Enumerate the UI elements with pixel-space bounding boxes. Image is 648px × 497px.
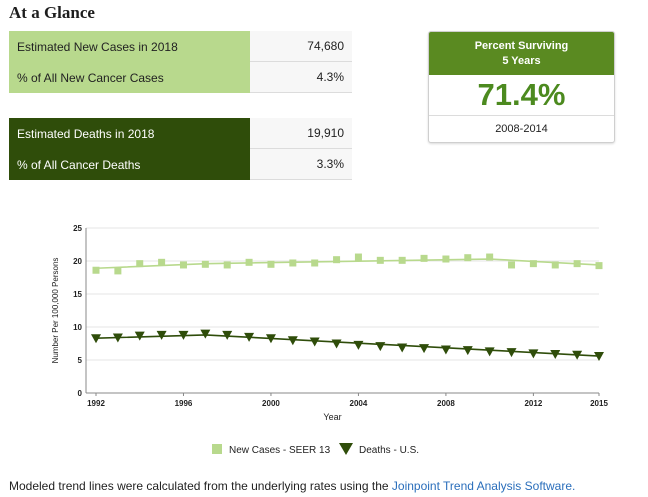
deaths-point bbox=[309, 337, 320, 347]
stat-deaths: Estimated Deaths in 2018 19,910 bbox=[9, 118, 352, 149]
legend-new-cases-marker bbox=[212, 444, 222, 454]
legend-deaths-marker bbox=[339, 443, 353, 455]
new-cases-point bbox=[289, 259, 297, 267]
deaths-point bbox=[419, 344, 430, 354]
survival-box: Percent Surviving 5 Years 71.4% 2008-201… bbox=[428, 31, 615, 143]
x-tick-label: 2000 bbox=[262, 399, 280, 408]
new-cases-point bbox=[245, 258, 253, 266]
new-cases-point bbox=[529, 260, 537, 268]
deaths-point bbox=[440, 345, 451, 355]
new-cases-point bbox=[398, 256, 406, 264]
new-cases-point bbox=[201, 260, 209, 268]
survival-header: Percent Surviving 5 Years bbox=[429, 32, 614, 75]
new-cases-point bbox=[267, 260, 275, 268]
deaths-point bbox=[178, 330, 189, 340]
deaths-point bbox=[572, 350, 583, 360]
new-cases-point bbox=[311, 259, 319, 267]
new-cases-label: Estimated New Cases in 2018 bbox=[9, 31, 250, 62]
deaths-value: 19,910 bbox=[250, 118, 352, 149]
survival-title-line2: 5 Years bbox=[502, 54, 541, 67]
new-cases-point bbox=[92, 266, 100, 274]
new-cases-value: 74,680 bbox=[250, 31, 352, 62]
deaths-point bbox=[265, 334, 276, 344]
deaths-point bbox=[594, 352, 604, 362]
x-tick-label: 2015 bbox=[590, 399, 608, 408]
footnote-text: Modeled trend lines were calculated from… bbox=[9, 479, 392, 493]
new-cases-point bbox=[595, 262, 603, 270]
new-cases-point bbox=[376, 256, 384, 264]
y-tick-label: 10 bbox=[73, 323, 82, 332]
deaths-point bbox=[462, 346, 473, 356]
x-tick-label: 1996 bbox=[175, 399, 193, 408]
y-tick-label: 25 bbox=[73, 224, 82, 233]
y-tick-label: 15 bbox=[73, 290, 82, 299]
x-tick-label: 2012 bbox=[524, 399, 542, 408]
new-cases-point bbox=[136, 260, 144, 268]
stat-new-cases: Estimated New Cases in 2018 74,680 bbox=[9, 31, 352, 62]
legend-new-cases-label: New Cases - SEER 13 bbox=[229, 445, 331, 456]
deaths-point bbox=[156, 330, 167, 340]
new-cases-point bbox=[573, 260, 581, 268]
stat-pct-deaths: % of All Cancer Deaths 3.3% bbox=[9, 149, 352, 180]
deaths-point bbox=[353, 340, 364, 350]
new-cases-point bbox=[551, 261, 559, 269]
trend-line-0 bbox=[95, 258, 600, 270]
new-cases-point bbox=[223, 261, 231, 269]
deaths-point bbox=[397, 343, 408, 353]
footnote: Modeled trend lines were calculated from… bbox=[9, 479, 575, 493]
page-title: At a Glance bbox=[9, 3, 95, 22]
joinpoint-link[interactable]: Joinpoint Trend Analysis Software. bbox=[391, 479, 576, 493]
stat-pct-new: % of All New Cancer Cases 4.3% bbox=[9, 62, 352, 93]
deaths-point bbox=[91, 334, 101, 344]
deaths-point bbox=[112, 333, 123, 343]
deaths-point bbox=[375, 342, 386, 352]
new-cases-point bbox=[442, 255, 450, 263]
y-tick-label: 0 bbox=[78, 389, 83, 398]
pct-deaths-value: 3.3% bbox=[250, 149, 352, 180]
deaths-point bbox=[331, 339, 342, 349]
deaths-point bbox=[528, 349, 539, 359]
deaths-point bbox=[287, 336, 298, 346]
trend-chart: 0 5 10 15 20 25 1992 1996 2000 2004 2008 2012 2015 Ye… bbox=[51, 224, 608, 456]
x-tick-label: 1992 bbox=[87, 399, 105, 408]
survival-years: 2008-2014 bbox=[495, 123, 548, 135]
new-cases-point bbox=[354, 253, 362, 261]
deaths-point bbox=[506, 348, 517, 358]
new-cases-point bbox=[420, 254, 428, 262]
pct-new-value: 4.3% bbox=[250, 62, 352, 93]
y-tick-label: 20 bbox=[73, 257, 82, 266]
survival-title-line1: Percent Surviving bbox=[474, 39, 569, 52]
new-cases-point bbox=[179, 261, 187, 269]
x-tick-label: 2004 bbox=[350, 399, 368, 408]
deaths-point bbox=[484, 347, 495, 357]
new-cases-point bbox=[464, 254, 472, 262]
deaths-point bbox=[200, 329, 211, 339]
deaths-point bbox=[134, 331, 145, 341]
new-cases-point bbox=[486, 253, 494, 261]
pct-new-label: % of All New Cancer Cases bbox=[9, 62, 250, 93]
y-axis-label: Number Per 100,000 Persons bbox=[51, 258, 60, 364]
pct-deaths-label: % of All Cancer Deaths bbox=[9, 149, 250, 180]
x-axis-label: Year bbox=[323, 412, 341, 422]
x-tick-label: 2008 bbox=[437, 399, 455, 408]
trend-line-1 bbox=[95, 334, 600, 357]
new-cases-point bbox=[114, 267, 122, 275]
deaths-point bbox=[244, 332, 255, 342]
legend-deaths-label: Deaths - U.S. bbox=[359, 445, 419, 456]
deaths-point bbox=[550, 350, 561, 360]
y-tick-label: 5 bbox=[78, 356, 83, 365]
deaths-point bbox=[222, 330, 233, 340]
survival-percent: 71.4% bbox=[429, 75, 614, 116]
new-cases-point bbox=[333, 256, 341, 264]
deaths-label: Estimated Deaths in 2018 bbox=[9, 118, 250, 149]
new-cases-point bbox=[158, 258, 166, 266]
new-cases-point bbox=[508, 261, 516, 269]
